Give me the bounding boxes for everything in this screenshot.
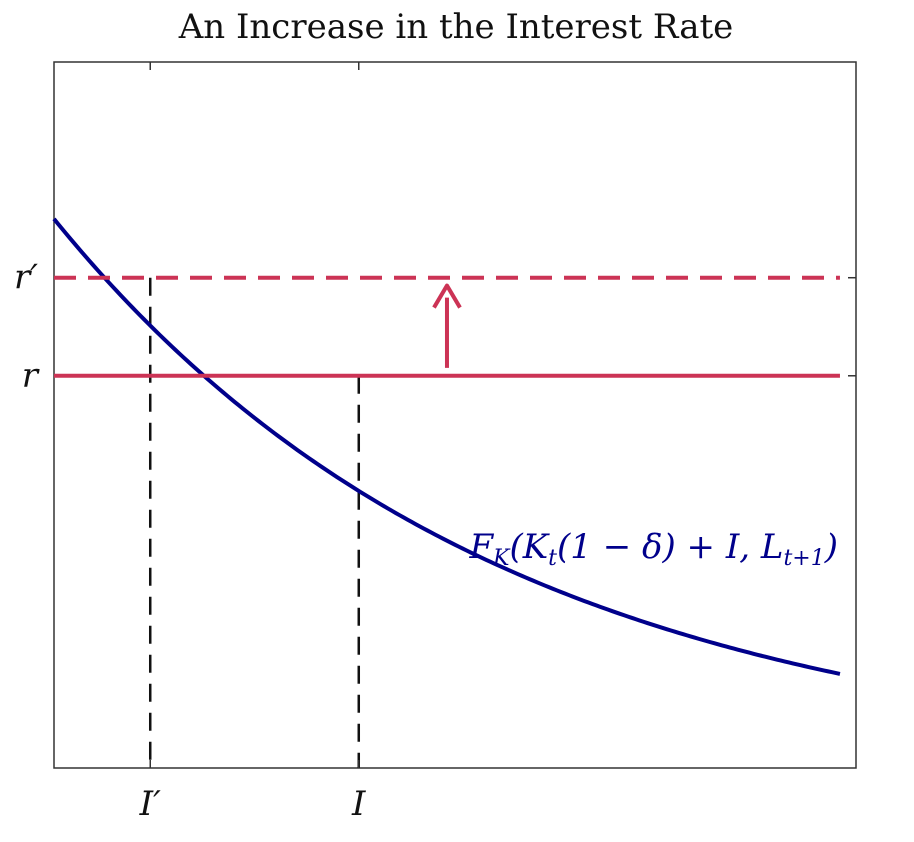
curve-label-f: F: [468, 527, 494, 567]
x-tick-label-i: I: [351, 784, 366, 824]
curve-label-open: (K: [509, 527, 550, 567]
curve-label-close: ): [824, 527, 838, 567]
y-tick-label-r: r: [22, 356, 40, 396]
annotations: [434, 286, 460, 368]
curve-label-sub-t1: t+1: [783, 546, 824, 571]
curve-label-sub-t: t: [548, 546, 557, 571]
droplines: [150, 278, 359, 768]
x-tick-label-i-prime: I′: [139, 784, 161, 824]
plot-frame: [54, 62, 856, 768]
plot-area: [54, 62, 856, 768]
ticks: [150, 62, 856, 768]
curve-label-sub-k: K: [492, 546, 511, 571]
curve-label-mid: (1 − δ) + I, L: [557, 527, 783, 567]
chart-title: An Increase in the Interest Rate: [178, 7, 734, 47]
y-tick-label-r-prime: r′: [14, 258, 38, 298]
tick-labels: I′ Ir′ r: [14, 258, 366, 824]
curve-label: FK(Kt(1 − δ) + I, Lt+1): [468, 527, 838, 571]
